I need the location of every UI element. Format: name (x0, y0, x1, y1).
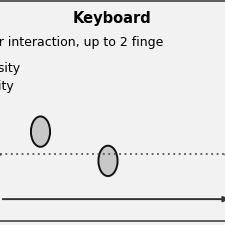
Text: er interaction, up to 2 finge: er interaction, up to 2 finge (0, 36, 163, 49)
Ellipse shape (99, 146, 117, 176)
Ellipse shape (31, 117, 50, 147)
Text: nsity: nsity (0, 62, 21, 75)
Text: Keyboard: Keyboard (73, 11, 152, 25)
Text: city: city (0, 80, 14, 93)
